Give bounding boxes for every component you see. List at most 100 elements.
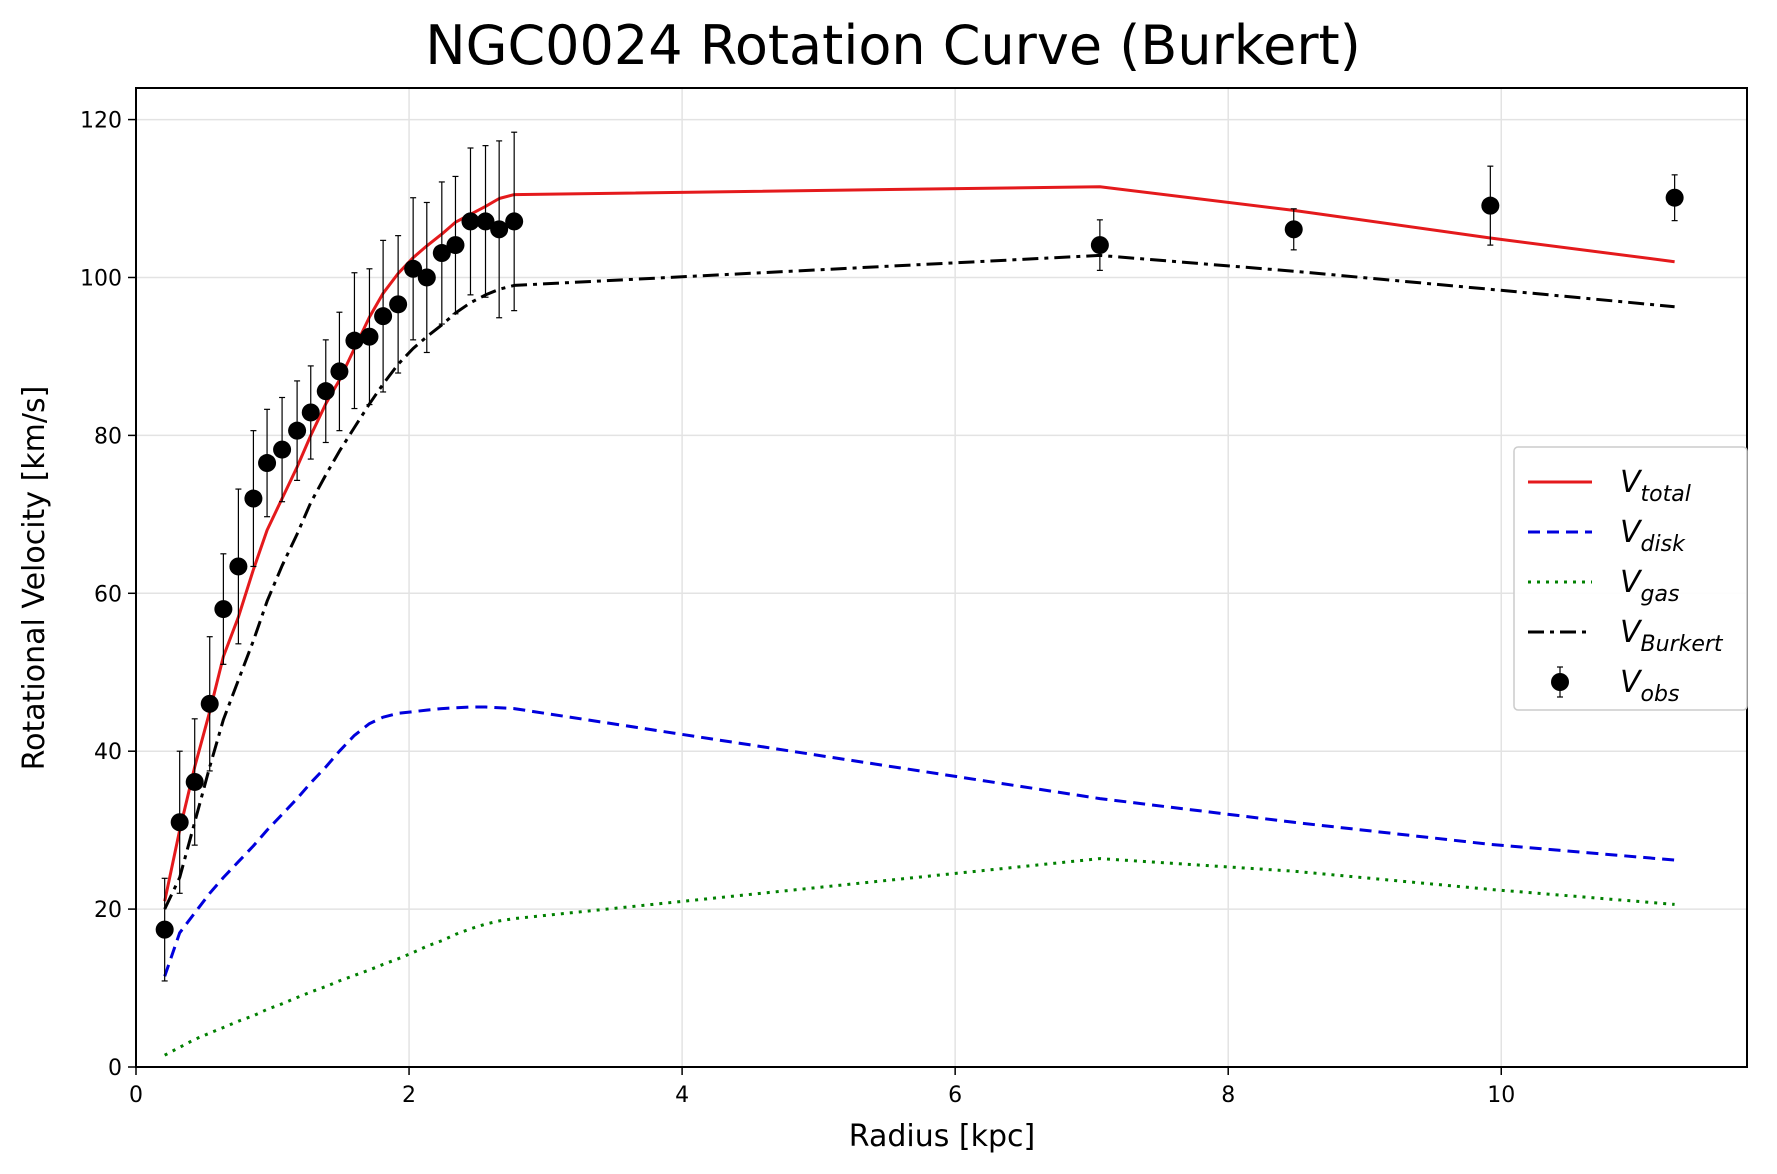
legend-label-sub: disk bbox=[1641, 532, 1687, 557]
observed-point bbox=[345, 272, 364, 410]
observed-point bbox=[389, 235, 408, 374]
observed-marker bbox=[200, 694, 219, 713]
y-tick-label: 20 bbox=[94, 898, 122, 923]
legend-label-main: V bbox=[1620, 515, 1643, 550]
series-line-disk bbox=[163, 705, 1675, 977]
observed-marker bbox=[505, 212, 524, 231]
observed-marker bbox=[155, 920, 174, 939]
observed-point bbox=[301, 365, 320, 460]
observed-marker bbox=[432, 244, 451, 263]
legend-label: Vobs bbox=[1620, 665, 1679, 707]
x-axis-label: Radius [kpc] bbox=[849, 1119, 1035, 1154]
observed-point bbox=[476, 145, 495, 298]
observed-marker bbox=[374, 307, 393, 326]
observed-point bbox=[229, 488, 248, 645]
observed-marker bbox=[330, 362, 349, 381]
observed-point bbox=[490, 140, 509, 319]
observed-point bbox=[330, 311, 349, 432]
observed-point bbox=[446, 175, 465, 315]
observed-marker bbox=[1665, 188, 1684, 207]
legend-item-gas: Vgas bbox=[1528, 565, 1679, 607]
observed-points bbox=[155, 131, 1684, 982]
observed-marker bbox=[360, 327, 379, 346]
observed-point bbox=[360, 268, 379, 406]
legend-label-sub: Burkert bbox=[1641, 632, 1724, 657]
observed-marker bbox=[301, 403, 320, 422]
observed-marker bbox=[1090, 236, 1109, 255]
grid-lines bbox=[135, 88, 1747, 1068]
legend-label-main: V bbox=[1620, 465, 1643, 500]
legend-label-sub: obs bbox=[1641, 682, 1680, 707]
observed-point bbox=[244, 430, 263, 568]
legend-label-sub: total bbox=[1641, 482, 1691, 507]
observed-marker bbox=[244, 489, 263, 508]
series-line-burkert bbox=[163, 253, 1675, 910]
legend-item-obs: Vobs bbox=[1551, 665, 1679, 707]
observed-point bbox=[258, 408, 277, 518]
observed-marker bbox=[461, 212, 480, 231]
observed-marker bbox=[345, 331, 364, 350]
x-tick-label: 8 bbox=[1221, 1083, 1235, 1108]
observed-point bbox=[374, 239, 393, 393]
observed-marker bbox=[214, 600, 233, 619]
legend-box bbox=[1513, 446, 1748, 711]
observed-point bbox=[417, 201, 436, 354]
observed-marker bbox=[273, 440, 292, 459]
x-tick-label: 0 bbox=[129, 1083, 143, 1108]
legend-marker bbox=[1551, 673, 1569, 691]
legend-item-disk: Vdisk bbox=[1528, 515, 1686, 557]
legend-item-burkert: VBurkert bbox=[1528, 615, 1724, 657]
legend-label: Vdisk bbox=[1620, 515, 1686, 557]
observed-point bbox=[1284, 208, 1303, 251]
series-line-gas bbox=[164, 857, 1675, 1057]
observed-marker bbox=[170, 813, 189, 832]
observed-point bbox=[1665, 174, 1684, 222]
observed-marker bbox=[1481, 196, 1500, 215]
observed-point bbox=[170, 750, 189, 894]
observed-marker bbox=[417, 268, 436, 287]
observed-point bbox=[1090, 219, 1109, 271]
y-axis-label: Rotational Velocity [km/s] bbox=[17, 386, 52, 771]
x-tick-label: 10 bbox=[1487, 1083, 1515, 1108]
y-tick-label: 60 bbox=[94, 582, 122, 607]
observed-marker bbox=[490, 220, 509, 239]
legend-label: VBurkert bbox=[1620, 615, 1724, 657]
chart-title: NGC0024 Rotation Curve (Burkert) bbox=[425, 14, 1361, 77]
observed-marker bbox=[389, 295, 408, 314]
x-tick-label: 2 bbox=[402, 1083, 416, 1108]
y-tick-label: 40 bbox=[94, 740, 122, 765]
legend-label: Vgas bbox=[1620, 565, 1679, 607]
legend-label-sub: gas bbox=[1641, 582, 1680, 607]
observed-point bbox=[461, 147, 480, 296]
observed-point bbox=[505, 131, 524, 312]
observed-marker bbox=[229, 557, 248, 576]
plot-frame bbox=[135, 87, 1748, 1068]
observed-marker bbox=[1284, 220, 1303, 239]
x-tick-label: 4 bbox=[675, 1083, 689, 1108]
observed-point bbox=[185, 718, 204, 846]
observed-marker bbox=[185, 772, 204, 791]
observed-marker bbox=[476, 212, 495, 231]
observed-point bbox=[432, 181, 451, 325]
legend-label-main: V bbox=[1620, 615, 1643, 650]
legend-item-total: Vtotal bbox=[1528, 465, 1691, 507]
observed-point bbox=[316, 339, 335, 444]
y-tick-label: 0 bbox=[108, 1056, 122, 1081]
observed-marker bbox=[258, 454, 277, 473]
observed-point bbox=[1481, 165, 1500, 246]
observed-point bbox=[288, 380, 307, 481]
observed-point bbox=[155, 877, 174, 982]
legend-label-main: V bbox=[1620, 665, 1643, 700]
observed-marker bbox=[446, 236, 465, 255]
y-tick-label: 80 bbox=[94, 424, 122, 449]
observed-marker bbox=[404, 259, 423, 278]
legend-label-main: V bbox=[1620, 565, 1643, 600]
observed-point bbox=[214, 553, 233, 665]
series-line-total bbox=[163, 185, 1675, 902]
legend-label: Vtotal bbox=[1620, 465, 1691, 507]
observed-point bbox=[273, 396, 292, 503]
observed-marker bbox=[288, 421, 307, 440]
